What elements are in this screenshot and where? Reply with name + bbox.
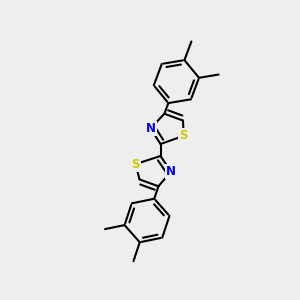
Text: S: S (131, 158, 140, 171)
Text: S: S (179, 129, 188, 142)
Text: N: N (146, 122, 156, 135)
Text: N: N (166, 165, 176, 178)
